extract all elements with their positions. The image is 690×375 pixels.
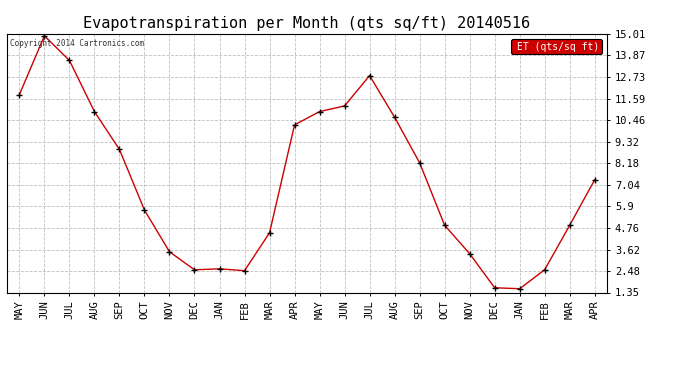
Legend: ET (qts/sq ft): ET (qts/sq ft)	[511, 39, 602, 54]
Text: Copyright 2014 Cartronics.com: Copyright 2014 Cartronics.com	[10, 39, 144, 48]
Title: Evapotranspiration per Month (qts sq/ft) 20140516: Evapotranspiration per Month (qts sq/ft)…	[83, 16, 531, 31]
